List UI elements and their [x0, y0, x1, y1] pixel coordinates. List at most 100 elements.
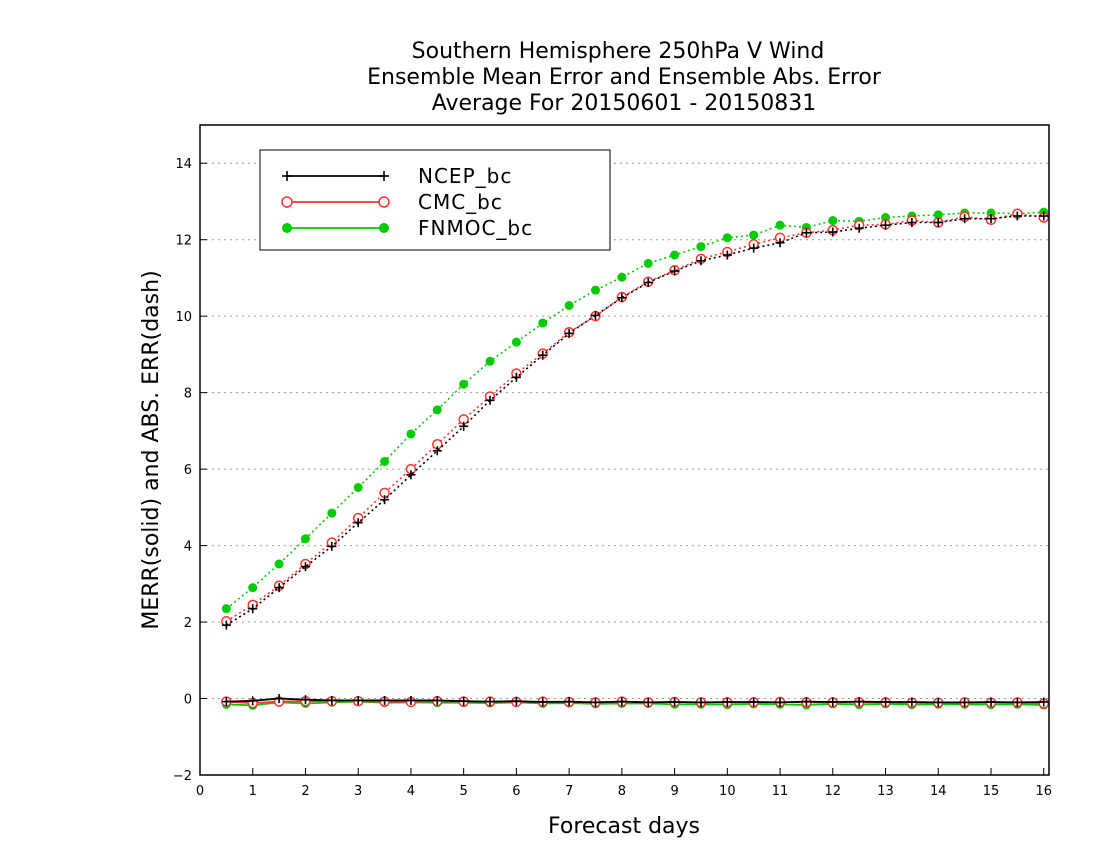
mean-err-point-ncep-bc [749, 697, 759, 707]
legend-entry-ncep-bc: NCEP_bc [282, 164, 511, 188]
y-tick-label: 0 [184, 693, 192, 708]
x-tick-label: 14 [930, 784, 947, 799]
mean-err-point-ncep-bc [722, 697, 732, 707]
legend-marker-fnmoc-bc [282, 223, 292, 233]
abs-err-point-fnmoc-bc [564, 300, 574, 310]
abs-err-line-fnmoc-bc [225, 211, 1044, 610]
chart-title-line-3: Average For 20150601 - 20150831 [432, 91, 817, 116]
abs-err-point-fnmoc-bc [643, 258, 653, 268]
abs-err-point-ncep-bc [327, 541, 337, 551]
x-tick-label: 12 [825, 784, 842, 799]
abs-err-point-ncep-bc [380, 495, 390, 505]
abs-err-point-fnmoc-bc [617, 272, 627, 282]
mean-err-point-ncep-bc [590, 697, 600, 707]
plot-frame [199, 124, 1050, 776]
abs-err-point-ncep-bc [828, 227, 838, 237]
mean-err-point-ncep-bc [617, 697, 627, 707]
abs-err-point-ncep-bc [907, 218, 917, 227]
legend-label-fnmoc-bc: FNMOC_bc [418, 216, 533, 240]
abs-err-point-ncep-bc [722, 250, 732, 260]
abs-err-point-ncep-bc [300, 562, 310, 572]
abs-err-point-fnmoc-bc [722, 233, 732, 243]
y-tick-label: 12 [175, 234, 192, 249]
abs-err-point-fnmoc-bc [511, 337, 521, 347]
abs-err-point-ncep-bc [854, 223, 864, 233]
x-tick-label: 5 [460, 784, 468, 799]
abs-err-point-ncep-bc [459, 421, 469, 431]
y-tick-label: 10 [175, 310, 192, 325]
abs-err-point-fnmoc-bc [353, 482, 363, 492]
x-tick-label: 3 [354, 784, 362, 799]
chart-title-line-2: Ensemble Mean Error and Ensemble Abs. Er… [367, 65, 882, 90]
mean-err-point-ncep-bc [933, 697, 943, 707]
legend-marker-ncep-bc [379, 171, 389, 181]
x-tick-label: 0 [196, 784, 204, 799]
abs-err-line-cmc-bc [225, 212, 1044, 622]
mean-err-point-ncep-bc [406, 695, 416, 705]
abs-err-point-ncep-bc [274, 583, 284, 593]
x-tick-label: 7 [565, 784, 573, 799]
mean-err-point-ncep-bc [696, 697, 706, 707]
mean-err-point-ncep-bc [485, 697, 495, 707]
abs-err-point-ncep-bc [1012, 211, 1022, 221]
mean-err-point-ncep-bc [432, 695, 442, 705]
y-tick-label: 4 [184, 540, 192, 555]
mean-err-point-ncep-bc [248, 696, 258, 706]
mean-err-point-ncep-bc [881, 697, 891, 707]
legend-marker-ncep-bc [282, 171, 292, 181]
mean-err-point-ncep-bc [511, 696, 521, 706]
abs-err-point-ncep-bc [933, 218, 943, 227]
x-tick-label: 2 [301, 784, 309, 799]
mean-err-point-ncep-bc [801, 697, 811, 707]
legend-marker-cmc-bc [378, 196, 390, 208]
x-tick-label: 16 [1035, 784, 1052, 799]
abs-err-point-fnmoc-bc [775, 220, 785, 230]
mean-err-point-ncep-bc [274, 694, 284, 704]
legend-label-cmc-bc: CMC_bc [418, 190, 503, 214]
x-tick-label: 9 [670, 784, 678, 799]
abs-err-point-ncep-bc [801, 228, 811, 238]
abs-err-point-fnmoc-bc [432, 405, 442, 415]
x-tick-label: 1 [249, 784, 257, 799]
chart-title-line-1: Southern Hemisphere 250hPa V Wind [412, 39, 825, 64]
abs-err-point-ncep-bc [511, 372, 521, 382]
abs-err-point-ncep-bc [590, 310, 600, 320]
legend-marker-cmc-bc [281, 196, 293, 208]
mean-err-point-ncep-bc [828, 697, 838, 707]
abs-err-point-fnmoc-bc [221, 604, 231, 614]
abs-err-point-ncep-bc [881, 220, 891, 230]
x-tick-label: 8 [618, 784, 626, 799]
abs-err-point-fnmoc-bc [590, 285, 600, 295]
abs-err-point-fnmoc-bc [538, 318, 548, 328]
abs-err-point-ncep-bc [749, 243, 759, 253]
abs-err-point-fnmoc-bc [670, 250, 680, 260]
legend-entry-cmc-bc: CMC_bc [281, 190, 503, 214]
abs-err-point-ncep-bc [406, 470, 416, 480]
x-tick-label: 6 [512, 784, 520, 799]
abs-err-point-fnmoc-bc [406, 429, 416, 439]
legend-marker-fnmoc-bc [379, 223, 389, 233]
mean-err-point-ncep-bc [564, 697, 574, 707]
abs-err-point-fnmoc-bc [933, 210, 943, 220]
mean-err-point-ncep-bc [986, 697, 996, 707]
series-fnmoc-bc [221, 207, 1049, 710]
abs-err-point-fnmoc-bc [248, 583, 258, 593]
abs-err-point-ncep-bc [775, 238, 785, 248]
mean-err-point-ncep-bc [775, 697, 785, 707]
abs-err-point-ncep-bc [696, 256, 706, 266]
legend-box [259, 149, 611, 251]
mean-err-point-ncep-bc [1039, 697, 1049, 707]
abs-err-point-fnmoc-bc [459, 379, 469, 389]
mean-err-point-ncep-bc [907, 697, 917, 707]
abs-err-point-fnmoc-bc [485, 356, 495, 366]
abs-err-point-ncep-bc [670, 266, 680, 276]
abs-err-point-ncep-bc [643, 278, 653, 288]
x-axis-label: Forecast days [548, 814, 700, 839]
series-ncep-bc [221, 211, 1049, 707]
abs-err-point-ncep-bc [564, 328, 574, 338]
y-tick-label: 6 [184, 463, 192, 478]
y-axis-label: MERR(solid) and ABS. ERR(dash) [139, 270, 164, 629]
